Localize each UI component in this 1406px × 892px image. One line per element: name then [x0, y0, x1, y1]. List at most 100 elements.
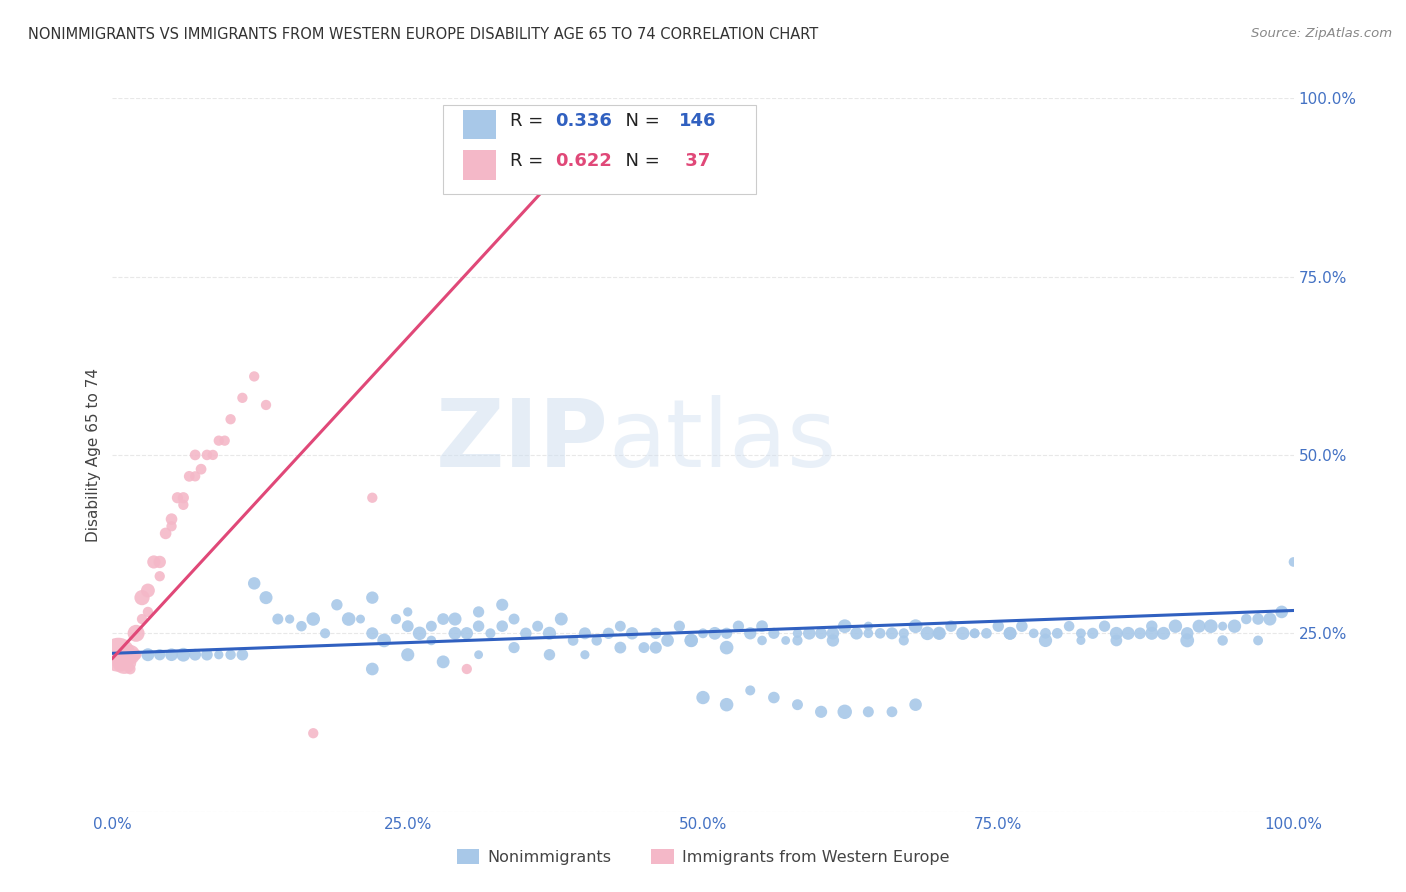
Point — [231, 391, 253, 405]
Point — [125, 648, 148, 662]
Point — [503, 612, 526, 626]
Point — [976, 626, 998, 640]
Text: ZIP: ZIP — [436, 394, 609, 487]
Point — [361, 626, 384, 640]
Point — [131, 591, 153, 605]
Point — [1282, 555, 1305, 569]
Point — [1247, 612, 1270, 626]
Point — [692, 690, 714, 705]
Point — [396, 619, 419, 633]
Point — [716, 626, 738, 640]
Point — [1175, 633, 1198, 648]
Point — [644, 626, 666, 640]
Point — [125, 648, 148, 662]
Point — [668, 619, 690, 633]
Point — [184, 448, 207, 462]
Point — [267, 612, 290, 626]
Point — [1022, 626, 1045, 640]
Point — [112, 655, 135, 669]
Point — [1081, 626, 1104, 640]
Point — [609, 619, 631, 633]
Point — [491, 120, 513, 134]
Point — [491, 598, 513, 612]
Point — [456, 626, 478, 640]
Point — [219, 648, 242, 662]
Text: 0.336: 0.336 — [555, 112, 612, 130]
Point — [786, 698, 808, 712]
Point — [155, 526, 177, 541]
Point — [963, 626, 986, 640]
FancyBboxPatch shape — [463, 110, 496, 139]
Point — [278, 612, 301, 626]
Point — [208, 434, 231, 448]
Point — [396, 605, 419, 619]
Point — [254, 398, 277, 412]
Point — [208, 648, 231, 662]
Point — [751, 633, 773, 648]
Point — [998, 626, 1021, 640]
Text: Source: ZipAtlas.com: Source: ZipAtlas.com — [1251, 27, 1392, 40]
Point — [1070, 633, 1092, 648]
Point — [869, 626, 891, 640]
Point — [727, 619, 749, 633]
Point — [1199, 619, 1222, 633]
Point — [172, 491, 194, 505]
Point — [1212, 619, 1234, 633]
Point — [120, 648, 142, 662]
Point — [821, 633, 844, 648]
Point — [349, 612, 371, 626]
Point — [479, 626, 502, 640]
Text: 0.622: 0.622 — [555, 153, 612, 170]
Point — [928, 626, 950, 640]
Point — [621, 626, 644, 640]
Point — [420, 633, 443, 648]
Point — [254, 591, 277, 605]
Text: 146: 146 — [679, 112, 717, 130]
Point — [361, 591, 384, 605]
Point — [107, 648, 129, 662]
Point — [385, 612, 408, 626]
Point — [1105, 633, 1128, 648]
Point — [786, 633, 808, 648]
Point — [142, 555, 165, 569]
Point — [131, 612, 153, 626]
Point — [1035, 626, 1057, 640]
Point — [609, 640, 631, 655]
Point — [633, 640, 655, 655]
Point — [290, 619, 312, 633]
Point — [598, 626, 620, 640]
Point — [166, 491, 188, 505]
Point — [585, 633, 607, 648]
Point — [1247, 633, 1270, 648]
Point — [503, 640, 526, 655]
Point — [644, 640, 666, 655]
Point — [326, 598, 349, 612]
Point — [952, 626, 974, 640]
Point — [432, 655, 454, 669]
Point — [373, 633, 395, 648]
Point — [834, 619, 856, 633]
Point — [201, 448, 224, 462]
Point — [172, 498, 194, 512]
Point — [1057, 619, 1080, 633]
Point — [681, 633, 703, 648]
Point — [692, 626, 714, 640]
Point — [1164, 619, 1187, 633]
Point — [1070, 626, 1092, 640]
Point — [716, 640, 738, 655]
Point — [190, 462, 212, 476]
Point — [1140, 626, 1163, 640]
Point — [716, 698, 738, 712]
Point — [987, 619, 1010, 633]
Point — [963, 626, 986, 640]
Point — [1153, 626, 1175, 640]
Point — [503, 162, 526, 177]
Point — [703, 626, 725, 640]
Point — [160, 512, 183, 526]
Point — [1212, 633, 1234, 648]
Point — [408, 626, 430, 640]
Point — [149, 569, 172, 583]
Point — [172, 648, 194, 662]
Point — [562, 633, 585, 648]
Point — [786, 626, 808, 640]
